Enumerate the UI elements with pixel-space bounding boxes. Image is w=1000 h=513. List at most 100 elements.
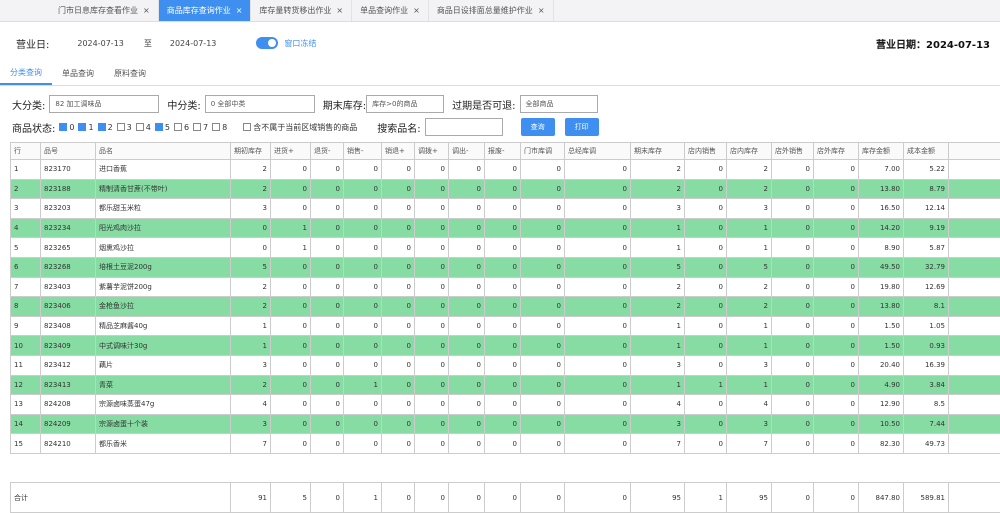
sub-tab[interactable]: 原料查询 [104, 62, 156, 85]
date-from[interactable]: 2024-07-13 [77, 39, 124, 48]
column-header: 库存金额 [859, 143, 904, 160]
cell: 0 [271, 316, 311, 336]
cell: 13 [11, 395, 41, 415]
cell: 0 [565, 199, 631, 219]
cell: 0 [449, 179, 485, 199]
cell: 5 [11, 238, 41, 258]
tab[interactable]: 商品库存查询作业× [159, 0, 252, 21]
checkbox[interactable] [78, 123, 86, 131]
cell: 2 [631, 179, 685, 199]
select[interactable]: 0 全部中类 [205, 95, 315, 113]
cell: 0 [311, 257, 344, 277]
cell: 0 [772, 199, 814, 219]
tab[interactable]: 库存量转货移出作业× [251, 0, 352, 21]
column-header: 成本金额 [904, 143, 949, 160]
checkbox[interactable] [117, 123, 125, 131]
cell: 0 [415, 375, 449, 395]
cell: 0 [449, 316, 485, 336]
column-header: 店外销售 [772, 143, 814, 160]
toggle[interactable] [256, 37, 278, 49]
cell: 0 [565, 160, 631, 180]
cell: 0 [814, 297, 859, 317]
cell: 2 [11, 179, 41, 199]
cell: 0 [772, 257, 814, 277]
query-button[interactable]: 查询 [521, 118, 555, 136]
cell [949, 238, 1000, 258]
cell: 8.1 [904, 297, 949, 317]
total-cell: 1 [344, 483, 382, 513]
select[interactable]: 全部商品 [520, 95, 598, 113]
cell: 0 [382, 257, 415, 277]
cell: 0 [415, 199, 449, 219]
date-to[interactable]: 2024-07-13 [170, 39, 217, 48]
cell: 2 [727, 297, 772, 317]
cell: 824208 [41, 395, 96, 415]
cell: 精制清香甘蔗(不带叶) [96, 179, 231, 199]
cell: 3 [231, 414, 271, 434]
cell: 0 [685, 257, 727, 277]
checkbox[interactable] [174, 123, 182, 131]
cell: 都乐香米 [96, 434, 231, 454]
cell: 16.50 [859, 199, 904, 219]
search-input[interactable] [425, 118, 503, 136]
checkbox[interactable] [243, 123, 251, 131]
cell: 0 [415, 277, 449, 297]
cell: 0 [772, 414, 814, 434]
select[interactable]: 82 加工调味品 [49, 95, 159, 113]
checkbox[interactable] [212, 123, 220, 131]
tab[interactable]: 单品查询作业× [352, 0, 429, 21]
cell: 1 [231, 336, 271, 356]
cell: 12.69 [904, 277, 949, 297]
label: 商品状态: [12, 120, 55, 135]
cell: 0 [565, 257, 631, 277]
print-button[interactable]: 打印 [565, 118, 599, 136]
cell: 0 [772, 179, 814, 199]
checkbox[interactable] [59, 123, 67, 131]
checkbox[interactable] [98, 123, 106, 131]
checkbox-label: 2 [108, 123, 113, 132]
tab[interactable]: 门市日息库存查看作业× [50, 0, 159, 21]
checkbox[interactable] [136, 123, 144, 131]
cell: 0 [382, 297, 415, 317]
total-cell: 0 [565, 483, 631, 513]
checkbox-label: 7 [203, 123, 208, 132]
cell: 0 [415, 395, 449, 415]
cell: 0 [521, 160, 565, 180]
cell: 8.5 [904, 395, 949, 415]
total-cell: 0 [814, 483, 859, 513]
cell: 0 [344, 179, 382, 199]
tab[interactable]: 商品日设排面总量维护作业× [429, 0, 554, 21]
cell [949, 179, 1000, 199]
checkbox[interactable] [193, 123, 201, 131]
select[interactable]: 库存>0的商品 [366, 95, 444, 113]
cell: 紫薯芋泥饼200g [96, 277, 231, 297]
cell: 823188 [41, 179, 96, 199]
checkbox[interactable] [155, 123, 163, 131]
cell: 0 [344, 199, 382, 219]
sub-tab[interactable]: 分类查询 [0, 62, 52, 85]
cell: 8 [11, 297, 41, 317]
cell: 3 [631, 414, 685, 434]
cell: 2 [631, 277, 685, 297]
sub-tab[interactable]: 单品查询 [52, 62, 104, 85]
cell: 9 [11, 316, 41, 336]
cell: 49.73 [904, 434, 949, 454]
cell: 0 [311, 238, 344, 258]
